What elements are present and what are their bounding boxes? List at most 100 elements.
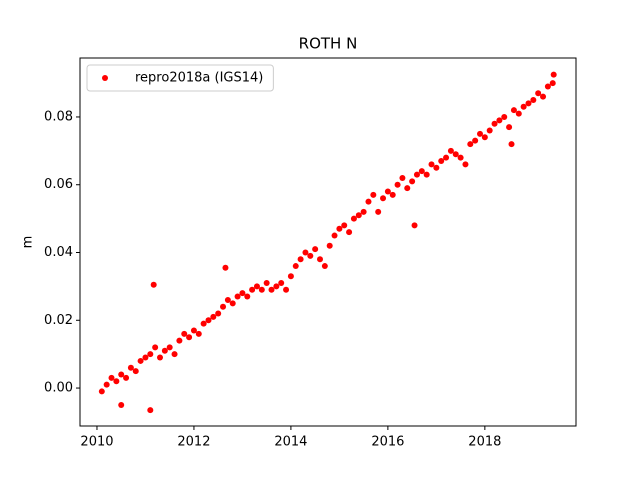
point [447, 147, 454, 154]
point [496, 117, 503, 124]
point [244, 293, 251, 300]
point [263, 280, 270, 287]
x-tick-label: 2012 [177, 435, 210, 450]
legend-marker [102, 75, 108, 81]
point [336, 225, 343, 232]
x-tick-label: 2014 [274, 435, 307, 450]
point [205, 317, 212, 324]
point [501, 113, 508, 120]
point [380, 195, 387, 202]
point [222, 264, 229, 271]
y-tick-label: 0.00 [44, 381, 73, 396]
point [210, 313, 217, 320]
x-tick-label: 2010 [80, 435, 113, 450]
point [515, 110, 522, 117]
point [550, 71, 557, 78]
point [147, 407, 154, 414]
point [394, 181, 401, 188]
point [413, 171, 420, 178]
point [142, 354, 149, 361]
point [341, 222, 348, 229]
y-tick-label: 0.06 [44, 177, 73, 192]
point [404, 185, 411, 192]
point [525, 100, 532, 107]
point [520, 103, 527, 110]
point [98, 388, 105, 395]
point [215, 310, 222, 317]
point [113, 378, 120, 385]
point [186, 334, 193, 341]
point [399, 174, 406, 181]
point [171, 351, 178, 358]
legend-label: repro2018a (IGS14) [135, 71, 263, 86]
y-tick-label: 0.04 [44, 245, 73, 260]
x-tick-label: 2016 [371, 435, 404, 450]
point [409, 178, 416, 185]
point [249, 286, 256, 293]
point [477, 130, 483, 137]
y-tick-label: 0.02 [44, 313, 73, 328]
point [152, 344, 159, 351]
point [307, 252, 314, 259]
point [355, 212, 362, 219]
x-tick-label: 2018 [468, 435, 501, 450]
point [443, 154, 450, 161]
point [132, 368, 139, 375]
point [481, 134, 488, 141]
point [486, 127, 493, 134]
point [181, 330, 188, 337]
point [428, 161, 435, 168]
point [467, 141, 474, 148]
point [418, 168, 425, 175]
point [150, 281, 157, 288]
plot-frame [79, 57, 577, 427]
point [157, 354, 163, 361]
point [258, 286, 265, 293]
y-axis-label: m [21, 236, 36, 249]
point [535, 90, 542, 97]
point [166, 344, 173, 351]
point [326, 242, 333, 249]
point [370, 191, 377, 198]
point [302, 249, 309, 256]
y-tick-label: 0.08 [44, 109, 73, 124]
point [127, 364, 134, 371]
point [375, 208, 382, 215]
point [433, 164, 440, 171]
point [540, 93, 547, 100]
point [220, 303, 227, 310]
point [549, 80, 556, 87]
point [195, 330, 202, 337]
point [423, 171, 430, 178]
point [530, 97, 537, 104]
point [234, 293, 241, 300]
point [118, 401, 125, 408]
chart-title: ROTH N [299, 35, 358, 53]
point [384, 188, 391, 195]
point [147, 351, 154, 358]
point [287, 273, 294, 280]
point [108, 374, 115, 381]
point [506, 124, 513, 131]
point [137, 357, 144, 364]
point [200, 320, 207, 327]
point [283, 286, 290, 293]
point [438, 158, 445, 165]
point [103, 381, 110, 388]
point [273, 283, 280, 290]
point [229, 300, 236, 307]
point [278, 280, 285, 287]
point [411, 222, 418, 229]
point [297, 256, 304, 263]
point [253, 283, 260, 290]
point [360, 208, 367, 215]
point [224, 296, 231, 303]
point [457, 154, 464, 161]
point [491, 120, 498, 127]
point [544, 83, 551, 90]
point [292, 263, 299, 270]
point [321, 263, 328, 270]
point [462, 161, 469, 168]
point [190, 327, 197, 334]
